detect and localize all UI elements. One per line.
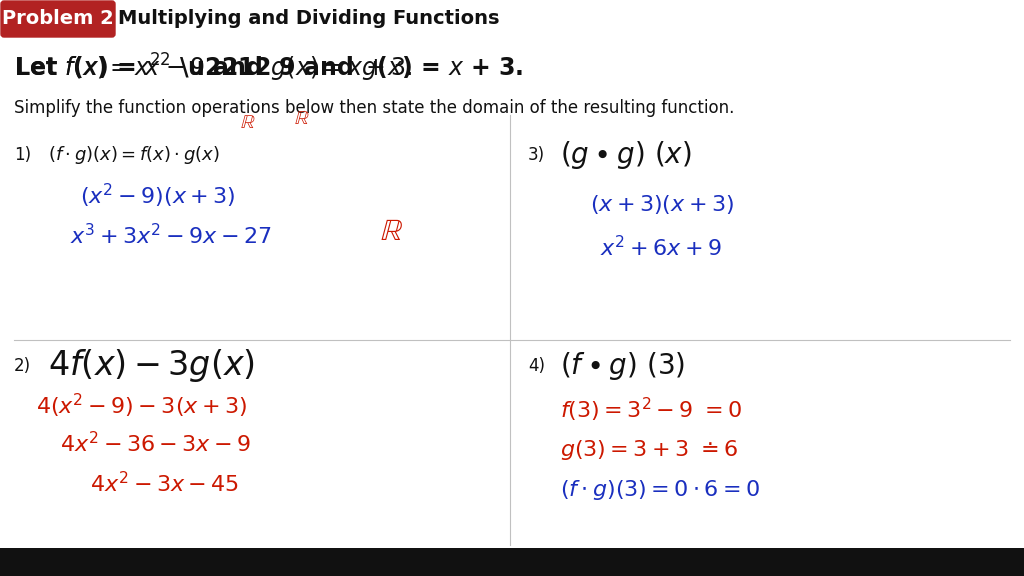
Text: $4(x^2-9) - 3(x+3)$: $4(x^2-9) - 3(x+3)$ xyxy=(36,392,247,420)
Text: $(g \bullet g)\ (x)$: $(g \bullet g)\ (x)$ xyxy=(560,139,691,171)
Text: $(f \cdot g)(3) = 0 \cdot 6 = 0$: $(f \cdot g)(3) = 0 \cdot 6 = 0$ xyxy=(560,478,760,502)
Text: $(x+3)(x+3)$: $(x+3)(x+3)$ xyxy=(590,194,734,217)
Text: Let $\mathit{f}$($\mathit{x}$) = $\mathit{x}^2$ \u2212 9 and $\mathit{g}$($\math: Let $\mathit{f}$($\mathit{x}$) = $\mathi… xyxy=(14,52,523,84)
Text: $\mathbb{R}$: $\mathbb{R}$ xyxy=(294,108,309,127)
Text: $\mathbb{R}$: $\mathbb{R}$ xyxy=(380,218,402,247)
Text: $4f(x) - 3g(x)$: $4f(x) - 3g(x)$ xyxy=(48,347,255,385)
Text: $\mathbb{R}$: $\mathbb{R}$ xyxy=(241,112,256,131)
Text: $4x^2 - 3x - 45$: $4x^2 - 3x - 45$ xyxy=(90,471,240,497)
Text: $x^2 + 6x + 9$: $x^2 + 6x + 9$ xyxy=(600,236,722,260)
Text: 2): 2) xyxy=(14,357,31,375)
Bar xyxy=(0,548,1024,576)
Text: 3): 3) xyxy=(528,146,545,164)
Text: $(f \cdot g)(x) = f(x) \cdot g(x)$: $(f \cdot g)(x) = f(x) \cdot g(x)$ xyxy=(48,144,220,166)
Text: Multiplying and Dividing Functions: Multiplying and Dividing Functions xyxy=(118,9,500,28)
Text: 1): 1) xyxy=(14,146,31,164)
Text: 4): 4) xyxy=(528,357,545,375)
Text: Problem 2: Problem 2 xyxy=(2,9,114,28)
FancyBboxPatch shape xyxy=(1,1,115,37)
Text: $x^3 + 3x^2 - 9x - 27$: $x^3 + 3x^2 - 9x - 27$ xyxy=(70,223,271,249)
Text: $(x^2-9)(x+3)$: $(x^2-9)(x+3)$ xyxy=(80,182,236,210)
Text: $f(3) = 3^2 - 9\ = 0$: $f(3) = 3^2 - 9\ = 0$ xyxy=(560,396,742,424)
Text: $g(3) = 3 + 3\ \doteq 6$: $g(3) = 3 + 3\ \doteq 6$ xyxy=(560,438,738,462)
Text: Simplify the function operations below then state the domain of the resulting fu: Simplify the function operations below t… xyxy=(14,99,734,117)
Text: Let $\mathit{f(x)} = x^2 - 9$ and $\mathit{g(x)} = x + 3.$: Let $\mathit{f(x)} = x^2 - 9$ and $\math… xyxy=(14,52,412,84)
Text: $(f \bullet g)\ (3)$: $(f \bullet g)\ (3)$ xyxy=(560,350,685,382)
Text: $4x^2 - 36 - 3x - 9$: $4x^2 - 36 - 3x - 9$ xyxy=(60,431,251,457)
